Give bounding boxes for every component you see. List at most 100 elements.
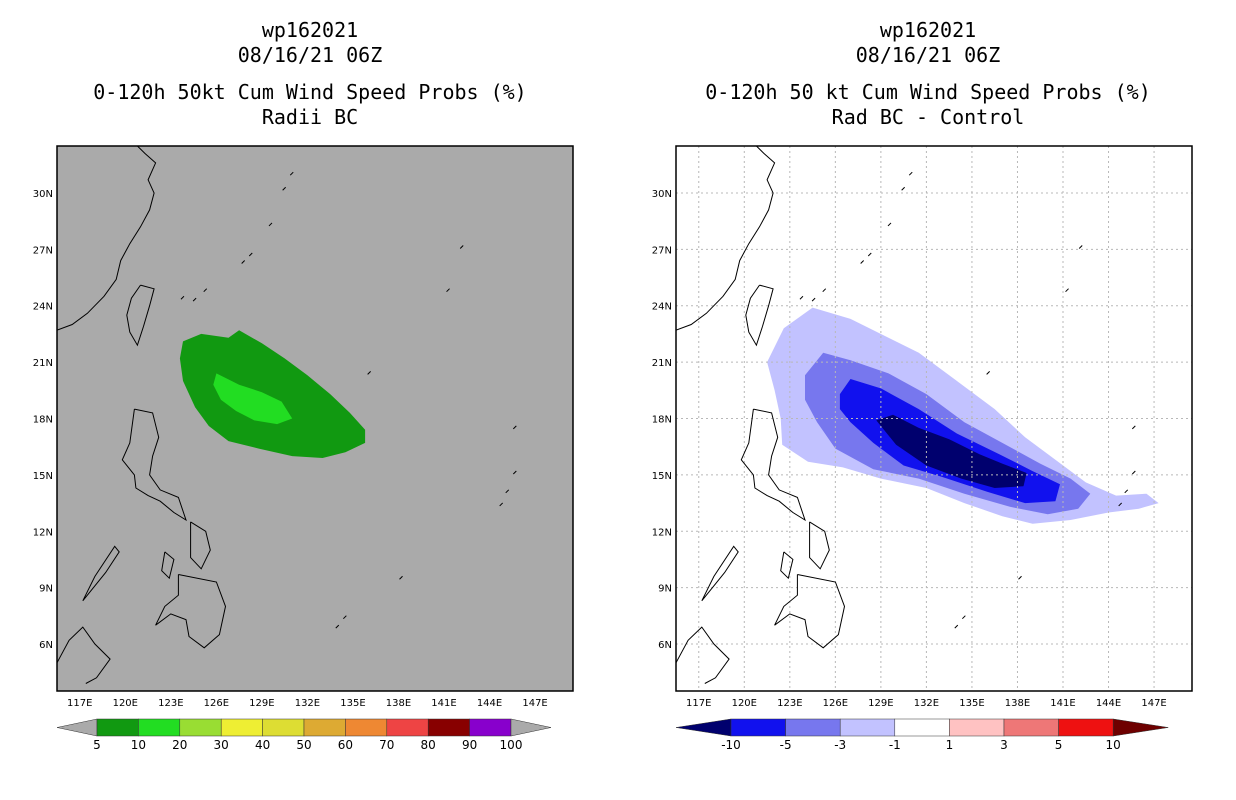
left-title-storm-id: wp162021 (261, 18, 359, 42)
left-x-tick-label: 123E (158, 698, 183, 709)
right-x-tick-label: 147E (1141, 698, 1166, 709)
right-island-6 (901, 186, 906, 191)
right-colorbar-swatch (949, 718, 1005, 737)
left-colorbar-label: 100 (500, 738, 523, 752)
right-island-2 (822, 288, 827, 293)
right-island-8 (986, 371, 990, 375)
right-y-tick-label: 21N (652, 358, 672, 369)
left-x-tick-label: 132E (295, 698, 320, 709)
left-island-6 (282, 186, 287, 191)
right-x-tick-label: 138E (1005, 698, 1030, 709)
right-island-16 (961, 615, 966, 620)
right-contour-3 (876, 414, 1027, 488)
left-x-tick-label: 117E (67, 698, 92, 709)
right-island-10 (1065, 288, 1069, 293)
right-title-storm-id: wp162021 (879, 18, 977, 42)
left-island-16 (342, 615, 347, 620)
right-coastline-2 (740, 408, 806, 522)
right-colorbar-high-end (1112, 718, 1169, 737)
left-island-4 (248, 252, 253, 257)
left-x-tick-label: 144E (477, 698, 502, 709)
left-y-tick-label: 24N (33, 302, 53, 313)
left-x-tick-label: 126E (204, 698, 229, 709)
right-colorbar-swatch (1003, 718, 1059, 737)
left-x-tick-label: 147E (522, 698, 547, 709)
right-island-17 (954, 624, 959, 629)
left-island-5 (268, 222, 273, 227)
left-contour-1 (213, 373, 293, 425)
right-colorbar-label: -1 (889, 738, 901, 752)
left-island-1 (192, 297, 197, 302)
left-island-9 (459, 245, 464, 249)
left-island-0 (180, 295, 185, 300)
left-colorbar-label: 30 (214, 738, 229, 752)
right-colorbar-label: -3 (834, 738, 846, 752)
left-colorbar-label: 20 (172, 738, 187, 752)
left-coastline-5 (155, 574, 227, 649)
right-island-9 (1078, 245, 1083, 249)
right-y-tick-label: 12N (652, 527, 672, 538)
left-island-10 (446, 288, 450, 293)
right-island-3 (860, 260, 865, 264)
left-title-date: 08/16/21 06Z (237, 43, 383, 67)
right-colorbar-low-end (675, 718, 732, 737)
left-y-tick-label: 12N (33, 527, 53, 538)
right-island-15 (1018, 575, 1022, 580)
left-map-frame (56, 145, 574, 692)
right-y-tick-label: 6N (658, 640, 672, 651)
right-title-product: 0-120h 50 kt Cum Wind Speed Probs (%) (705, 80, 1151, 104)
right-colorbar-swatch (730, 718, 786, 737)
left-title-product: 0-120h 50kt Cum Wind Speed Probs (%) (93, 80, 527, 104)
left-colorbar-label: 70 (379, 738, 394, 752)
right-coastline-3 (809, 521, 830, 570)
right-title-variant: Rad BC - Control (831, 105, 1025, 129)
right-x-tick-label: 126E (823, 698, 848, 709)
left-coastline-3 (190, 521, 211, 570)
left-y-tick-label: 15N (33, 471, 53, 482)
right-colorbar-label: -10 (721, 738, 741, 752)
left-island-15 (399, 575, 403, 580)
right-island-5 (887, 222, 892, 227)
left-x-tick-label: 129E (249, 698, 274, 709)
right-plot-area: 117E 120E 123E 126E 129E 132E 135E 138E 141E 144E… (652, 145, 1193, 752)
left-colorbar-label: 40 (255, 738, 270, 752)
left-island-8 (367, 371, 371, 375)
left-title-variant: Radii BC (261, 105, 359, 129)
left-y-tick-label: 21N (33, 358, 53, 369)
right-coastline-5 (774, 574, 846, 649)
right-x-tick-label: 141E (1050, 698, 1075, 709)
right-colorbar-label: -5 (780, 738, 792, 752)
left-x-tick-label: 120E (113, 698, 138, 709)
right-colorbar-label: 10 (1106, 738, 1121, 752)
left-island-3 (241, 260, 246, 264)
right-title-date: 08/16/21 06Z (855, 43, 1001, 67)
right-x-tick-label: 117E (686, 698, 711, 709)
left-y-tick-label: 9N (39, 584, 53, 595)
right-panel-title: wp162021 08/16/21 06Z 0-120h 50 kt Cum W… (668, 18, 1188, 130)
left-y-tick-label: 18N (33, 415, 53, 426)
right-y-tick-label: 30N (652, 189, 672, 200)
right-colorbar-swatch (1058, 718, 1114, 737)
right-y-tick-label: 18N (652, 415, 672, 426)
right-island-0 (799, 295, 804, 300)
left-island-2 (203, 288, 208, 293)
left-coastline-2 (121, 408, 187, 522)
left-island-17 (335, 624, 340, 629)
right-colorbar-label: 3 (1000, 738, 1008, 752)
right-map-frame (675, 145, 1193, 692)
right-island-13 (1118, 502, 1123, 507)
right-x-tick-label: 120E (732, 698, 757, 709)
left-y-tick-label: 6N (39, 640, 53, 651)
right-island-7 (908, 171, 913, 176)
left-colorbar-label: 90 (462, 738, 477, 752)
left-x-tick-label: 135E (340, 698, 365, 709)
left-island-12 (505, 489, 510, 494)
right-colorbar-swatch (785, 718, 841, 737)
left-coastline-4 (161, 551, 175, 580)
left-colorbar-label: 5 (93, 738, 101, 752)
right-coastline-4 (780, 551, 794, 580)
left-panel-title: wp162021 08/16/21 06Z 0-120h 50kt Cum Wi… (60, 18, 560, 130)
left-colorbar-label: 60 (338, 738, 353, 752)
right-coastline-0 (676, 146, 776, 331)
